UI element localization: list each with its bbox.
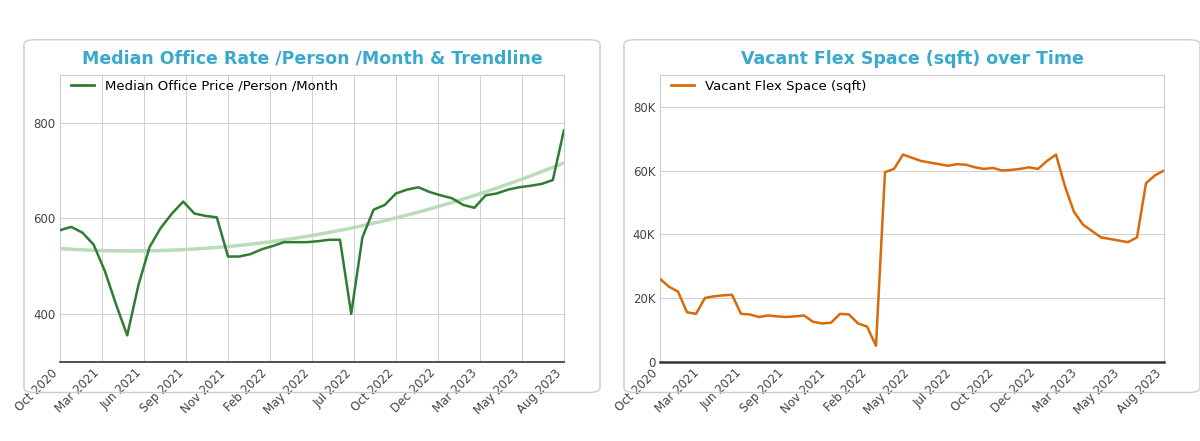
Title: Median Office Rate /Person /Month & Trendline: Median Office Rate /Person /Month & Tren…: [82, 50, 542, 68]
Legend: Vacant Flex Space (sqft): Vacant Flex Space (sqft): [666, 76, 870, 97]
Title: Vacant Flex Space (sqft) over Time: Vacant Flex Space (sqft) over Time: [740, 50, 1084, 68]
Legend: Median Office Price /Person /Month: Median Office Price /Person /Month: [66, 76, 342, 97]
